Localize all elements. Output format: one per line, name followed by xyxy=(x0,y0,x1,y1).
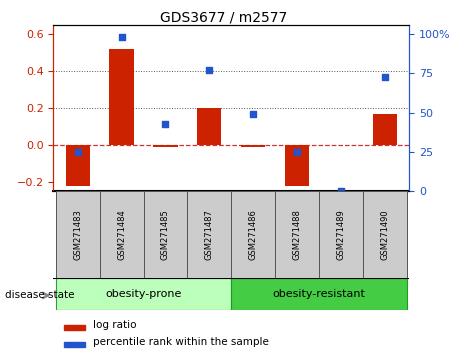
Bar xyxy=(197,108,221,145)
Bar xyxy=(100,191,144,278)
Bar xyxy=(187,191,232,278)
Text: log ratio: log ratio xyxy=(93,320,136,330)
Text: obesity-resistant: obesity-resistant xyxy=(273,289,365,299)
Bar xyxy=(64,325,86,330)
Bar xyxy=(109,49,133,145)
Text: GSM271484: GSM271484 xyxy=(117,209,126,260)
Bar xyxy=(319,191,363,278)
Point xyxy=(206,68,213,73)
Text: disease state: disease state xyxy=(5,290,74,299)
Point xyxy=(74,149,81,155)
Point xyxy=(162,121,169,126)
Bar xyxy=(153,145,178,147)
Text: GSM271490: GSM271490 xyxy=(380,209,390,260)
Bar xyxy=(66,145,90,185)
Bar xyxy=(241,145,266,147)
Bar xyxy=(56,278,232,310)
Bar xyxy=(144,191,187,278)
Bar xyxy=(373,114,397,145)
Text: GDS3677 / m2577: GDS3677 / m2577 xyxy=(159,11,287,25)
Bar xyxy=(64,342,86,347)
Text: GSM271487: GSM271487 xyxy=(205,209,214,260)
Text: GSM271486: GSM271486 xyxy=(249,209,258,260)
Bar xyxy=(56,191,100,278)
Text: GSM271488: GSM271488 xyxy=(292,209,302,260)
Text: GSM271489: GSM271489 xyxy=(337,209,345,260)
Point xyxy=(338,188,345,194)
Bar xyxy=(275,191,319,278)
Bar xyxy=(363,191,407,278)
Text: percentile rank within the sample: percentile rank within the sample xyxy=(93,337,268,347)
Point xyxy=(250,112,257,117)
Point xyxy=(293,149,301,155)
Text: GSM271485: GSM271485 xyxy=(161,209,170,260)
Bar xyxy=(285,145,309,185)
Point xyxy=(118,34,125,40)
Text: GSM271483: GSM271483 xyxy=(73,209,82,260)
Bar xyxy=(232,278,407,310)
Point xyxy=(381,74,389,79)
Bar xyxy=(232,191,275,278)
Text: obesity-prone: obesity-prone xyxy=(105,289,182,299)
